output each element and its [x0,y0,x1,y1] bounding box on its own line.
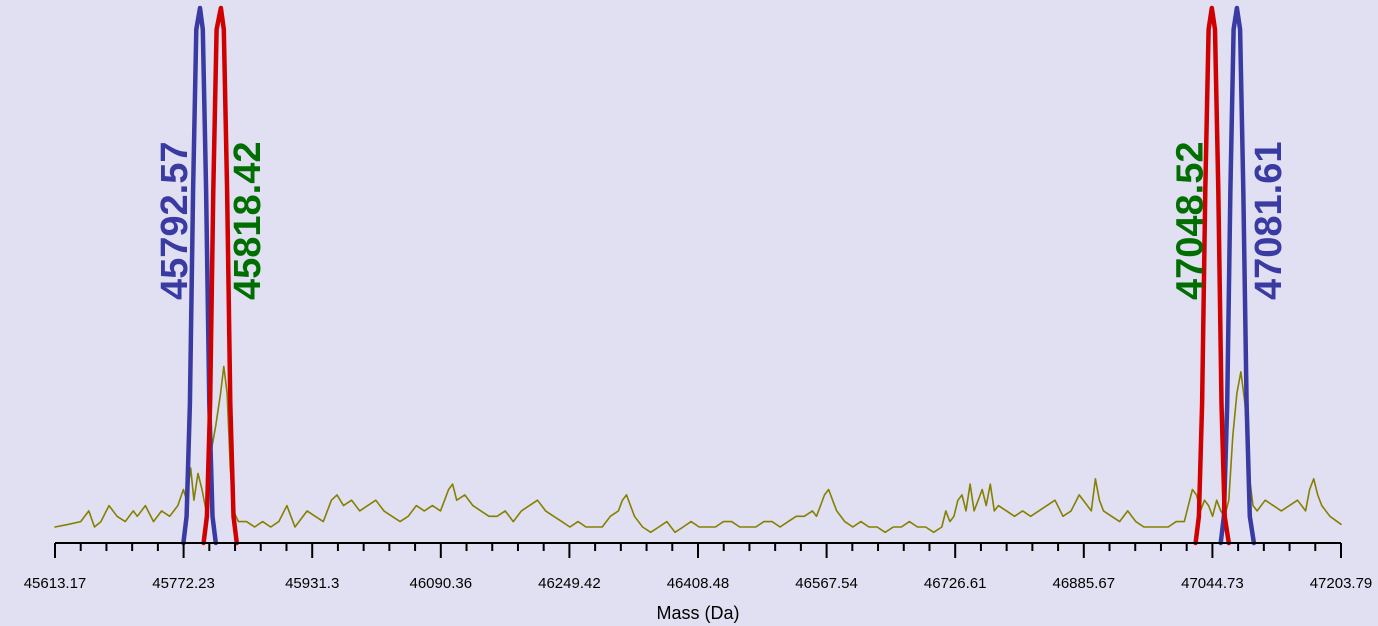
x-tick-label: 45772.23 [152,575,215,592]
x-tick-label: 47044.73 [1181,575,1244,592]
x-tick-label: 46885.67 [1053,575,1116,592]
x-tick-label: 46726.61 [924,575,987,592]
series-peak-trace-2 [201,5,240,546]
series-noise-trace [54,365,1342,534]
x-tick-label: 47203.79 [1310,575,1373,592]
x-tick-label: 46090.36 [410,575,473,592]
peak-labels: 45792.57 45818.42 47048.52 47081.61 [154,142,1290,301]
series-layer [54,5,1342,546]
x-tick-label: 45931.3 [285,575,339,592]
x-tick-label: 45613.17 [24,575,87,592]
peak-label: 47081.61 [1248,142,1290,301]
series-peak-trace-4 [1193,5,1232,546]
peak-label: 45818.42 [227,142,269,301]
x-tick-label: 46408.48 [667,575,730,592]
series-peak-trace-3 [1218,5,1257,546]
x-axis-ticks: 45613.17 45772.23 45931.3 46090.36 46249.42 4… [24,543,1373,592]
x-tick-label: 46567.54 [795,575,858,592]
x-tick-label: 46249.42 [538,575,601,592]
x-axis-title: Mass (Da) [656,603,739,623]
peak-label: 45792.57 [154,142,196,301]
peak-label: 47048.52 [1170,142,1212,301]
